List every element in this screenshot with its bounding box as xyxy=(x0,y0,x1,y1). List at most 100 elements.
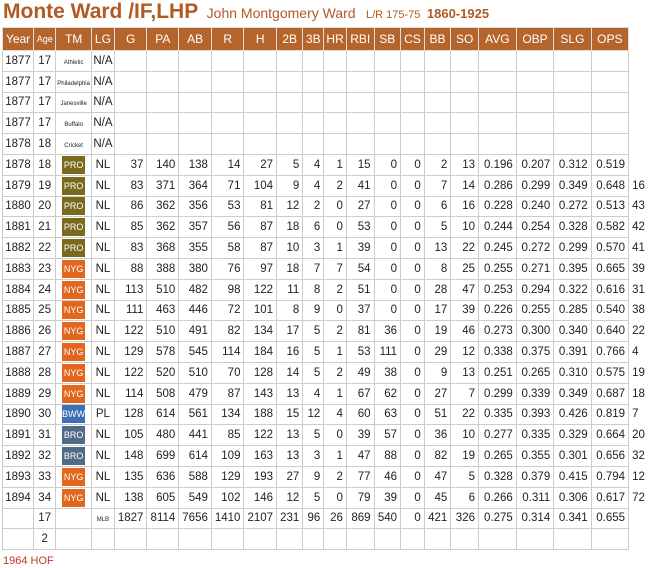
stat-cell: 20 xyxy=(33,195,57,218)
stat-row: 1879 19 PRO NL 83 371 364 71 104 9 4 2 41 0 0 7 14 0.286 0… xyxy=(1,174,649,197)
empty-cell xyxy=(373,91,402,114)
empty-cell xyxy=(400,91,425,114)
stat-cell: 231 xyxy=(276,507,304,530)
stat-cell: 0.335 xyxy=(515,424,555,447)
stat-row: 1892 32 BRO NL 148 699 614 109 163 13 3 1 47 88 0 82 19 0… xyxy=(1,445,649,467)
stat-cell: 0.794 xyxy=(590,465,630,488)
rank-cell: 16 xyxy=(632,179,645,192)
stat-cell: 0.255 xyxy=(477,257,517,280)
empty-cell xyxy=(113,70,148,93)
stat-row: 1878 18 Cricket N/A xyxy=(1,133,649,155)
empty-cell xyxy=(477,91,517,114)
empty-cell xyxy=(302,91,325,114)
stat-cell: 0.328 xyxy=(477,465,517,488)
stat-cell: 0.275 xyxy=(477,507,517,530)
stat-cell: NL xyxy=(90,257,115,280)
stat-cell: NL xyxy=(90,237,115,259)
stat-cell: 12 xyxy=(450,341,479,363)
stat-cell: 0.314 xyxy=(515,507,555,530)
stat-cell: 57 xyxy=(373,424,402,447)
stat-cell: 362 xyxy=(146,216,180,239)
stat-cell: 88 xyxy=(373,445,402,467)
stat-cell: 39 xyxy=(345,237,375,259)
empty-cell xyxy=(178,133,212,155)
stat-cell: 510 xyxy=(146,278,180,301)
stat-cell: 13 xyxy=(276,445,304,467)
stat-cell: 122 xyxy=(243,278,278,301)
life-years: 1860-1925 xyxy=(426,6,490,21)
empty-cell xyxy=(590,528,630,551)
stat-cell: 0.277 xyxy=(477,424,517,447)
stat-cell: 0.228 xyxy=(477,195,517,218)
stat-cell: 7 xyxy=(423,174,452,197)
empty-cell xyxy=(423,91,452,114)
stat-cell: 188 xyxy=(243,403,278,426)
stat-cell: 53 xyxy=(210,195,245,218)
stat-cell: 88 xyxy=(113,257,148,280)
rank-cell: 31 xyxy=(632,283,645,296)
stat-cell: 0.540 xyxy=(590,299,630,322)
empty-cell xyxy=(302,112,325,135)
player-name: Monte Ward /IF,LHP xyxy=(3,0,199,23)
stat-cell: 25 xyxy=(33,299,57,322)
stat-cell: 47 xyxy=(345,445,375,467)
stat-cell: 27 xyxy=(243,153,278,176)
rank-cell: 19 xyxy=(632,366,645,379)
stat-cell: 163 xyxy=(243,445,278,467)
stat-cell: 114 xyxy=(113,382,148,405)
stat-cell: 0.426 xyxy=(553,403,592,426)
stat-cell: 2107 xyxy=(243,507,278,530)
stat-cell: 1878 xyxy=(1,153,35,176)
stat-cell: 0.656 xyxy=(590,445,630,467)
team-cell: Janesville xyxy=(55,91,92,114)
stat-cell: 41 xyxy=(345,174,375,197)
stat-row: 1893 33 NYG NL 135 636 588 129 193 27 9 2 77 46 0 47 5 0.… xyxy=(1,465,649,488)
team-cell: NYG xyxy=(55,341,92,363)
stat-row: 1881 21 PRO NL 85 362 357 56 87 18 6 0 53 0 0 5 10 0.244 0… xyxy=(1,216,649,239)
empty-cell xyxy=(345,70,375,93)
team-name: Janesville xyxy=(60,101,87,108)
stat-cell: 5 xyxy=(302,424,325,447)
empty-cell xyxy=(146,50,180,72)
team-badge: NYG xyxy=(62,301,86,320)
stat-cell: 0.391 xyxy=(553,341,592,363)
stat-cell: 6 xyxy=(302,216,325,239)
empty-cell xyxy=(302,70,325,93)
empty-cell xyxy=(553,91,592,114)
stat-cell: 5 xyxy=(302,320,325,343)
stat-cell: 21 xyxy=(33,216,57,239)
stat-cell: 0 xyxy=(323,299,347,322)
stat-cell: 1886 xyxy=(1,320,35,343)
stat-cell: 87 xyxy=(210,382,245,405)
stat-cell: 0.640 xyxy=(590,320,630,343)
stat-cell: 2 xyxy=(33,528,57,551)
stat-cell: 81 xyxy=(243,195,278,218)
empty-cell xyxy=(210,70,245,93)
column-header: OPS xyxy=(590,27,630,51)
stat-cell: 29 xyxy=(423,341,452,363)
stat-cell: 14 xyxy=(210,153,245,176)
stat-cell: 18 xyxy=(276,257,304,280)
stat-cell: 193 xyxy=(243,465,278,488)
stat-cell: 2 xyxy=(323,320,347,343)
stat-cell: 60 xyxy=(345,403,375,426)
stat-cell: 9 xyxy=(276,174,304,197)
stat-cell: 0 xyxy=(373,278,402,301)
stat-row: 1887 27 NYG NL 129 578 545 114 184 16 5 1 53 111 0 29 12… xyxy=(1,341,649,363)
empty-cell xyxy=(515,91,555,114)
empty-cell xyxy=(276,112,304,135)
stat-cell: 6 xyxy=(423,195,452,218)
empty-cell xyxy=(590,112,630,135)
stat-cell: 510 xyxy=(178,361,212,384)
stat-cell: 6 xyxy=(450,486,479,509)
stat-cell: N/A xyxy=(90,50,115,72)
stat-cell: 49 xyxy=(345,361,375,384)
stat-cell: N/A xyxy=(90,112,115,135)
stat-cell: 0 xyxy=(400,237,425,259)
stat-cell: 0 xyxy=(323,424,347,447)
empty-cell xyxy=(276,528,304,551)
stat-cell: 17 xyxy=(276,320,304,343)
stat-cell: 111 xyxy=(373,341,402,363)
stat-cell: 364 xyxy=(178,174,212,197)
stat-cell: 4 xyxy=(323,403,347,426)
